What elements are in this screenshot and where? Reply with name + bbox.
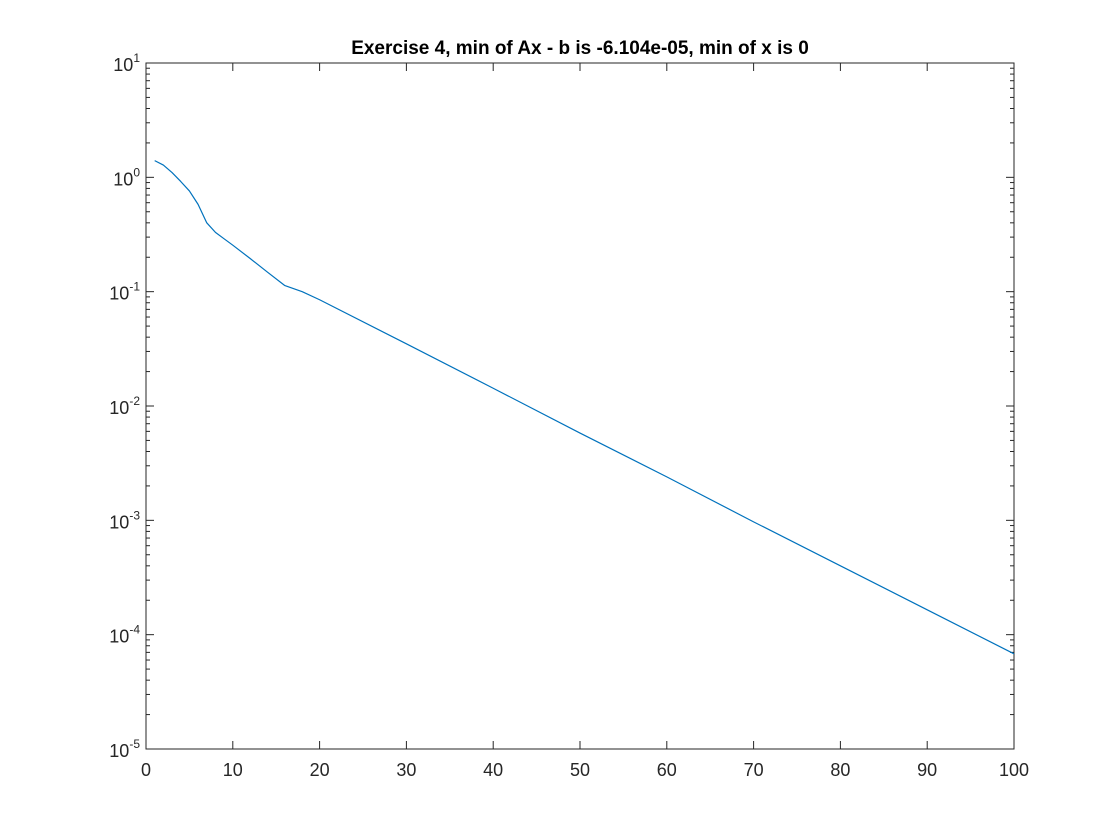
x-tick-label: 10 <box>223 760 243 780</box>
x-tick-label: 90 <box>917 760 937 780</box>
y-tick-label: 10-3 <box>109 508 140 532</box>
x-tick-label: 50 <box>570 760 590 780</box>
y-tick-label: 10-1 <box>109 280 140 304</box>
x-tick-label: 70 <box>744 760 764 780</box>
y-tick-label: 10-2 <box>109 394 140 418</box>
y-tick-label: 10-4 <box>109 623 140 647</box>
x-tick-label: 20 <box>310 760 330 780</box>
y-axis-ticks: 10-5 10-4 10-3 10-2 10-1 100 101 <box>109 51 1014 761</box>
y-tick-label: 100 <box>113 165 140 189</box>
series-layer <box>154 160 1015 655</box>
chart-title: Exercise 4, min of Ax - b is -6.104e-05,… <box>351 38 809 59</box>
y-tick-label: 10-5 <box>109 737 140 761</box>
x-axis-ticks: 0 10 20 30 40 50 60 70 80 90 100 <box>141 63 1029 780</box>
y-tick-label: 101 <box>113 51 140 75</box>
x-tick-label: 40 <box>483 760 503 780</box>
x-tick-label: 80 <box>830 760 850 780</box>
x-tick-label: 100 <box>999 760 1029 780</box>
series-line <box>154 160 1015 655</box>
x-tick-label: 0 <box>141 760 151 780</box>
x-tick-label: 60 <box>657 760 677 780</box>
x-tick-label: 30 <box>396 760 416 780</box>
